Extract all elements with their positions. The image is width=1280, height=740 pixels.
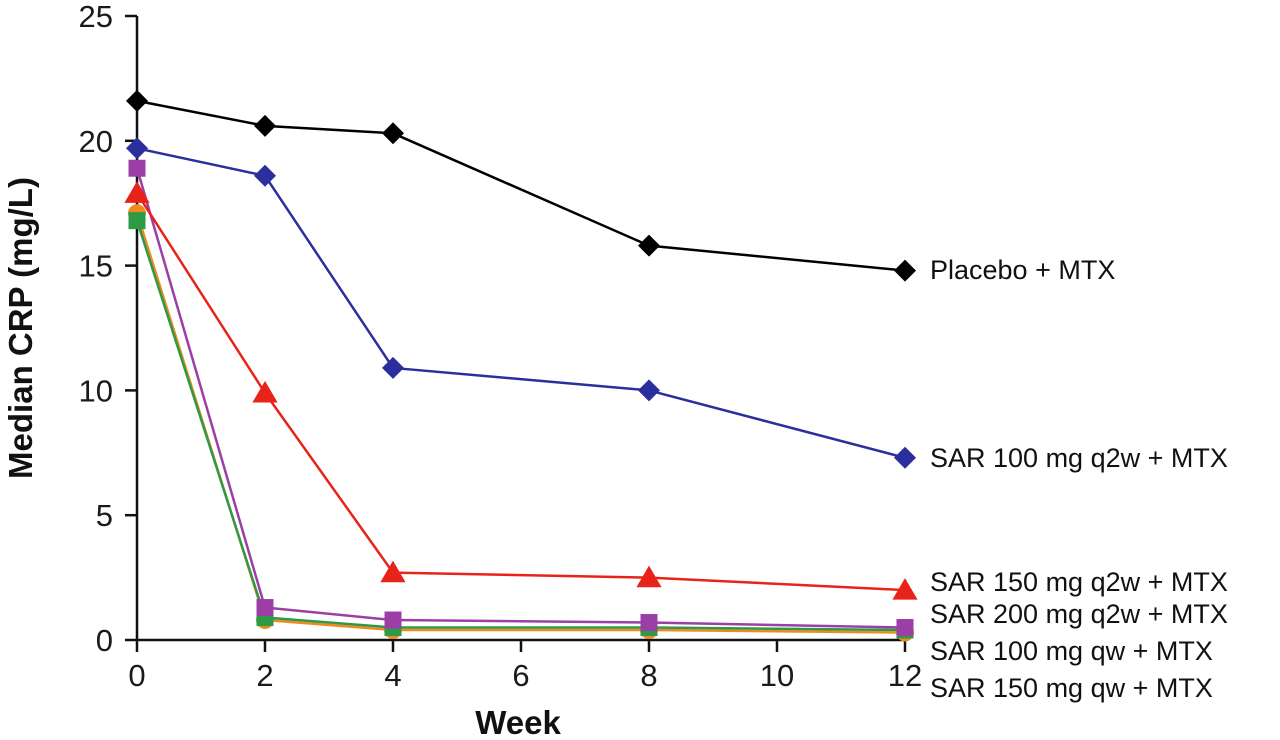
point-sar-100-mg-qw-mtx-week-0 [128,212,146,230]
point-sar-100-mg-q2w-mtx-week-0 [126,137,148,160]
series-line-sar-100-mg-qw-mtx [135,220,906,632]
y-tick-label-15: 15 [79,249,113,284]
series-line-sar-200-mg-q2w-mtx [135,167,906,629]
point-placebo-mtx-week-4 [382,122,404,145]
series-line-sar-100-mg-q2w-mtx [136,147,906,460]
y-tick-label-10: 10 [79,373,113,408]
x-tick-label-0: 0 [128,658,145,693]
point-sar-150-mg-q2w-mtx-week-12 [892,578,918,600]
series-line-sar-150-mg-q2w-mtx [135,192,906,592]
y-axis-title: Median CRP (mg/L) [2,177,39,479]
x-tick-label-12: 12 [888,658,922,693]
series-line-placebo-mtx [136,99,906,272]
point-sar-150-mg-q2w-mtx-week-0 [124,181,150,203]
point-placebo-mtx-week-0 [126,89,148,112]
axes [135,16,905,642]
y-ticks: 0 5 10 15 20 25 [79,0,137,658]
point-sar-200-mg-q2w-mtx-week-8 [640,614,658,632]
point-placebo-mtx-week-2 [254,114,276,137]
point-sar-150-mg-q2w-mtx-week-2 [252,380,278,403]
point-sar-200-mg-q2w-mtx-week-4 [384,611,402,629]
legend-label-placebo-mtx: Placebo + MTX [930,255,1115,285]
legend-label-sar-150-mg-q2w-mtx: SAR 150 mg q2w + MTX [930,567,1228,597]
x-ticks: 0 2 4 6 8 10 12 [128,640,922,693]
point-sar-100-mg-q2w-mtx-week-4 [382,356,404,379]
y-tick-label-20: 20 [79,124,113,159]
x-tick-label-4: 4 [384,658,401,693]
legend-label-sar-100-mg-qw-mtx: SAR 100 mg qw + MTX [930,636,1213,666]
point-sar-100-mg-q2w-mtx-week-12 [894,446,916,469]
series-layer [124,89,918,642]
series-sar-200-mg-q2w-mtx [128,159,914,637]
x-tick-label-10: 10 [760,658,794,693]
x-tick-label-8: 8 [640,658,657,693]
point-sar-150-mg-q2w-mtx-week-4 [380,560,406,583]
legend-labels: Placebo + MTX SAR 100 mg q2w + MTX SAR 150… [930,255,1228,703]
series-line-sar-150-mg-qw-mtx [135,212,906,634]
point-sar-150-mg-q2w-mtx-week-8 [636,565,662,588]
point-sar-100-mg-q2w-mtx-week-8 [638,379,660,402]
legend-label-sar-150-mg-qw-mtx: SAR 150 mg qw + MTX [930,673,1213,703]
y-tick-label-25: 25 [79,0,113,34]
series-sar-150-mg-q2w-mtx [124,181,918,600]
point-sar-100-mg-q2w-mtx-week-2 [254,164,276,187]
x-axis-title: Week [475,704,561,740]
series-sar-100-mg-q2w-mtx [126,137,916,469]
point-sar-200-mg-q2w-mtx-week-2 [256,599,274,617]
legend-label-sar-200-mg-q2w-mtx: SAR 200 mg q2w + MTX [930,599,1228,629]
y-tick-label-0: 0 [96,623,113,658]
legend-label-sar-100-mg-q2w-mtx: SAR 100 mg q2w + MTX [930,443,1228,473]
y-tick-label-5: 5 [96,498,113,533]
point-sar-200-mg-q2w-mtx-week-12 [896,619,914,637]
point-sar-200-mg-q2w-mtx-week-0 [128,159,146,177]
point-placebo-mtx-week-12 [894,259,916,282]
series-placebo-mtx [126,89,916,282]
x-tick-label-2: 2 [256,658,273,693]
x-tick-label-6: 6 [512,658,529,693]
point-placebo-mtx-week-8 [638,234,660,257]
